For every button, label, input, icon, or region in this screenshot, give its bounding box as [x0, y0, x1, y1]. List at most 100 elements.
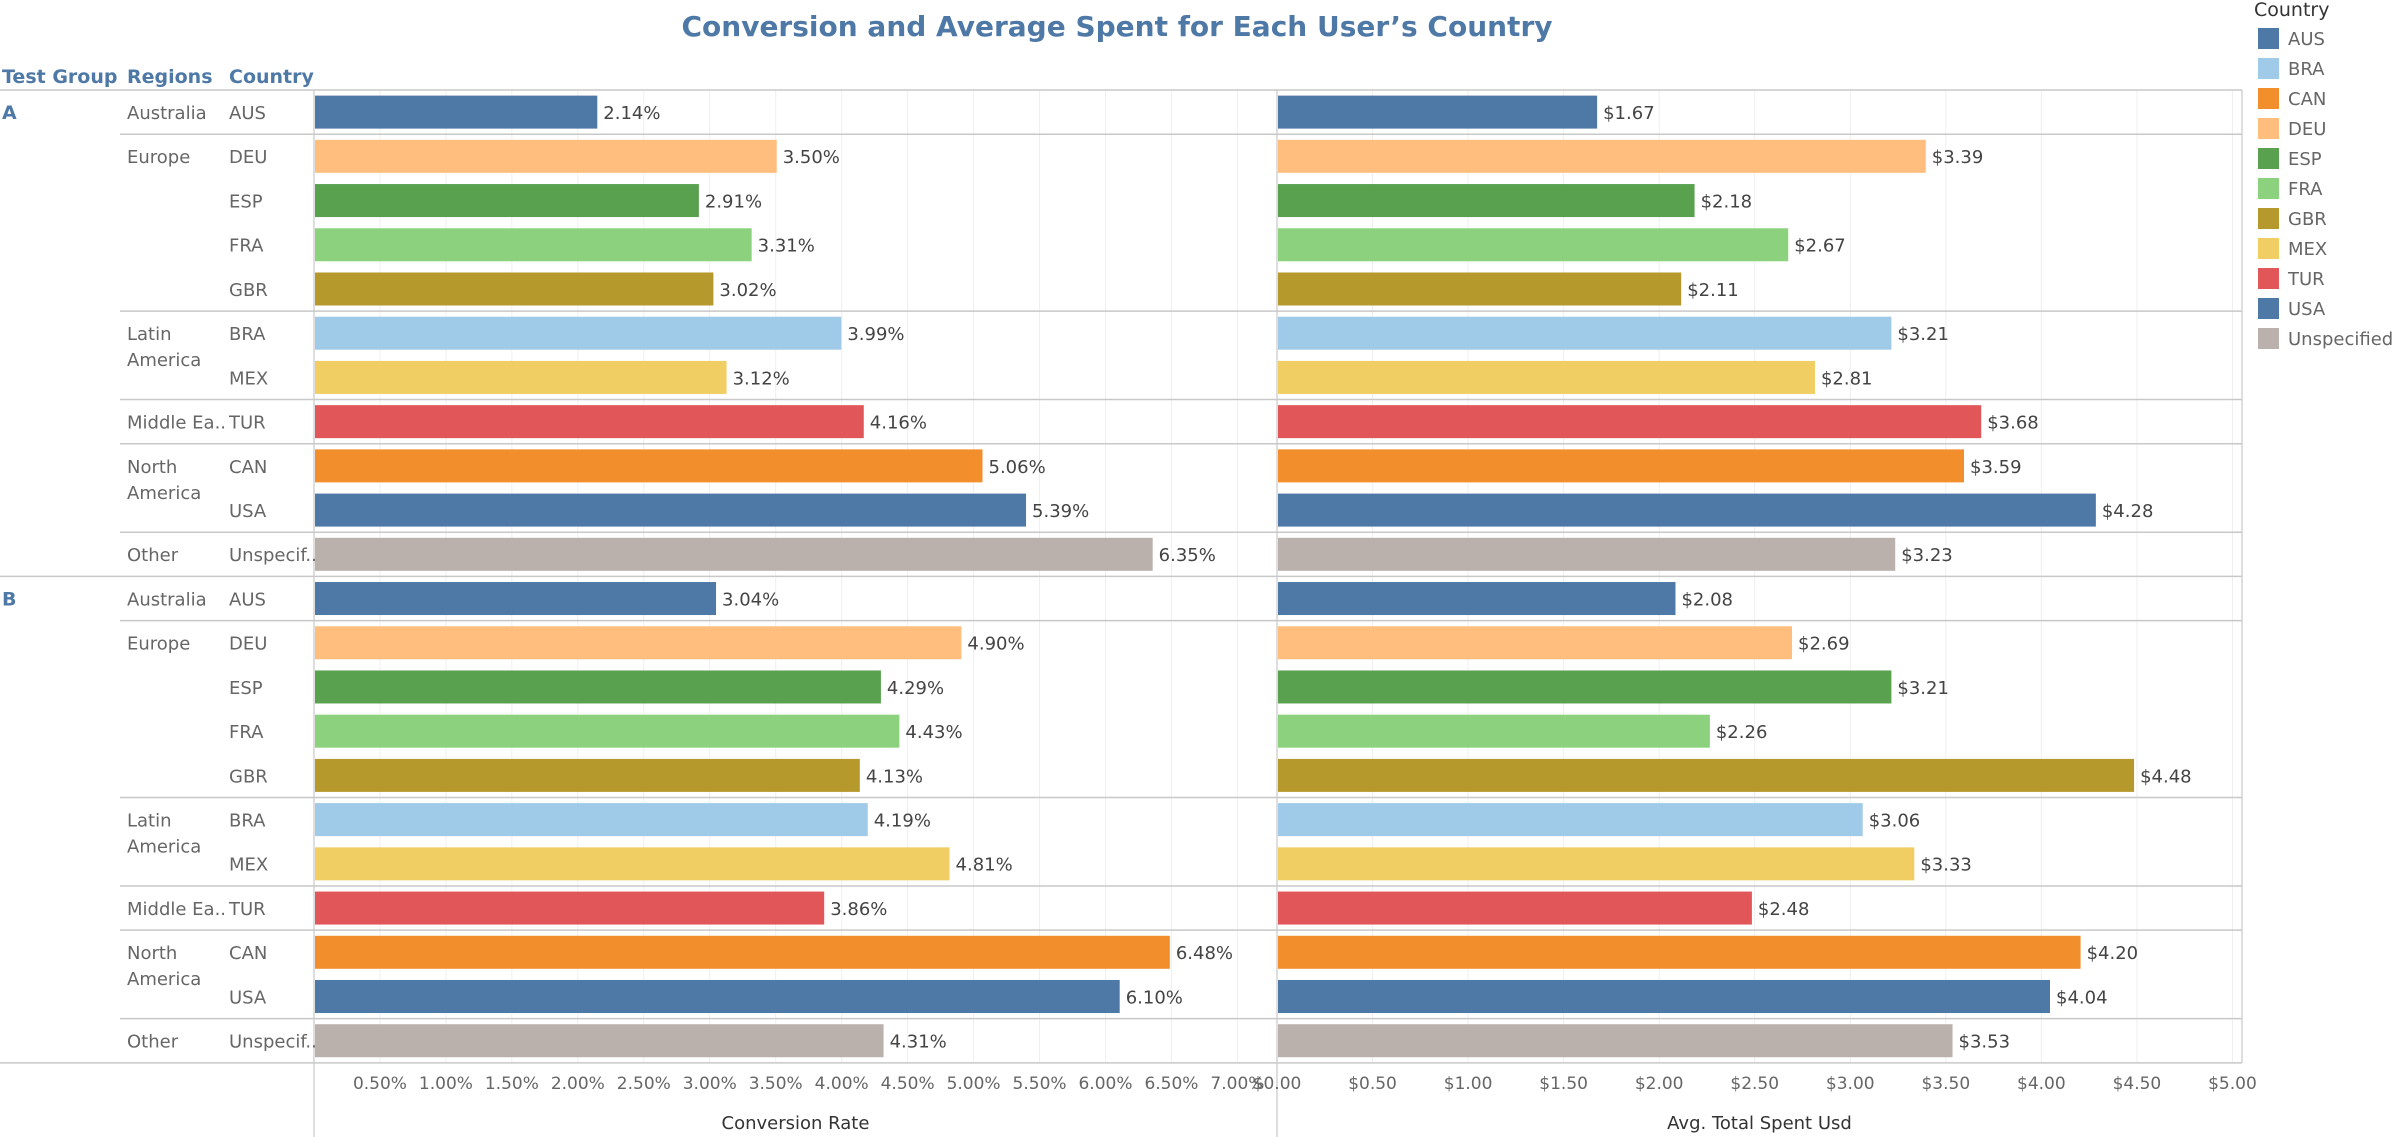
x-tick-label: $3.50 [1921, 1074, 1970, 1094]
conversion-data-label: 3.86% [830, 899, 887, 920]
spent-bar [1278, 714, 1710, 748]
legend-item-label: BRA [2288, 59, 2325, 80]
conversion-bar [315, 449, 983, 483]
country-label: FRA [229, 236, 264, 257]
spent-bar [1278, 1024, 1953, 1058]
legend-title: Country [2254, 0, 2329, 21]
spent-bar [1278, 405, 1982, 439]
conversion-bar [315, 847, 950, 881]
region-label-line: Latin [127, 811, 172, 832]
spent-data-label: $3.33 [1920, 855, 1972, 876]
conversion-data-label: 4.81% [956, 855, 1013, 876]
country-label: TUR [228, 413, 266, 434]
conversion-data-label: 4.13% [866, 766, 923, 787]
legend-item-label: TUR [2287, 269, 2325, 290]
region-label-line: America [127, 837, 201, 858]
region-label: North America [127, 457, 201, 504]
conversion-bar [315, 758, 860, 792]
bars: 2.14% $1.67 3.50% $3.39 2.91% $2.18 3.31% $2.67… [315, 95, 2192, 1058]
conversion-data-label: 3.31% [758, 236, 815, 257]
country-label: DEU [229, 147, 267, 168]
region-label-line: America [127, 350, 201, 371]
x-tick-label: 5.00% [947, 1074, 1001, 1094]
conversion-bar [315, 228, 752, 262]
spent-bar [1278, 449, 1965, 483]
x-tick-label: $3.00 [1826, 1074, 1875, 1094]
conversion-bar [315, 360, 727, 394]
conversion-bar [315, 1024, 884, 1058]
conversion-data-label: 5.39% [1032, 501, 1089, 522]
conversion-data-label: 4.31% [890, 1032, 947, 1053]
x-tick-label: 2.50% [617, 1074, 671, 1094]
legend-swatch [2258, 148, 2279, 169]
x-axis-title: Avg. Total Spent Usd [1667, 1113, 1852, 1134]
conversion-bar [315, 582, 717, 616]
region-label: Australia [127, 589, 207, 610]
spent-bar [1278, 228, 1789, 262]
conversion-data-label: 6.10% [1126, 987, 1183, 1008]
country-label: CAN [229, 457, 267, 478]
country-label: FRA [229, 722, 264, 743]
spent-bar [1278, 670, 1892, 704]
region-label: Latin America [127, 811, 201, 858]
x-tick-label: 3.00% [683, 1074, 737, 1094]
x-tick-label: $2.50 [1730, 1074, 1779, 1094]
x-tick-label: 4.50% [881, 1074, 935, 1094]
spent-data-label: $1.67 [1603, 103, 1655, 124]
region-label: Australia [127, 103, 207, 124]
country-label: BRA [229, 811, 266, 832]
spent-data-label: $3.06 [1869, 811, 1921, 832]
x-tick-label: 5.50% [1013, 1074, 1067, 1094]
region-label-line: North [127, 457, 177, 478]
spent-bar [1278, 980, 2050, 1014]
region-label: Middle Ea.. [127, 413, 226, 434]
spent-data-label: $3.21 [1897, 678, 1949, 699]
legend-item-label: Unspecified [2288, 329, 2393, 350]
country-label: GBR [229, 280, 268, 301]
region-label-line: America [127, 483, 201, 504]
conversion-data-label: 4.90% [967, 634, 1024, 655]
x-tick-label: 4.00% [815, 1074, 869, 1094]
conversion-bar [315, 316, 842, 350]
spent-data-label: $2.18 [1701, 191, 1753, 212]
legend-swatch [2258, 328, 2279, 349]
x-tick-label: 6.00% [1078, 1074, 1132, 1094]
conversion-data-label: 3.99% [847, 324, 904, 345]
conversion-data-label: 3.04% [722, 589, 779, 610]
region-label: Latin America [127, 324, 201, 371]
legend-item-label: ESP [2288, 149, 2322, 170]
region-label: Europe [127, 147, 190, 168]
conversion-data-label: 2.14% [603, 103, 660, 124]
spent-bar [1278, 582, 1676, 616]
country-label: AUS [229, 103, 266, 124]
legend-swatch [2258, 178, 2279, 199]
spent-data-label: $2.67 [1794, 236, 1846, 257]
spent-data-label: $3.21 [1897, 324, 1949, 345]
header-regions: Regions [127, 66, 213, 88]
conversion-bar [315, 980, 1120, 1014]
legend-swatch [2258, 208, 2279, 229]
axes: 0.50% 1.00% 1.50% 2.00% 2.50% 3.00% 3.50% 4.00%… [353, 1074, 2257, 1134]
spent-data-label: $3.23 [1901, 545, 1953, 566]
x-tick-label: 7.00% [1210, 1074, 1264, 1094]
country-label: GBR [229, 766, 268, 787]
conversion-data-label: 3.02% [719, 280, 776, 301]
legend-swatch [2258, 58, 2279, 79]
conversion-data-label: 4.29% [887, 678, 944, 699]
conversion-bar [315, 272, 714, 306]
legend-item-label: FRA [2288, 179, 2323, 200]
x-tick-label: 3.50% [749, 1074, 803, 1094]
country-label: BRA [229, 324, 266, 345]
x-tick-label: 1.50% [485, 1074, 539, 1094]
row-labels: A B Australia Europe Latin America Middle Ea..… [2, 102, 317, 1053]
spent-bar [1278, 758, 2135, 792]
spent-data-label: $2.81 [1821, 368, 1873, 389]
x-tick-label: $1.50 [1539, 1074, 1588, 1094]
spent-bar [1278, 316, 1892, 350]
region-label: Europe [127, 634, 190, 655]
spent-bar [1278, 626, 1793, 660]
country-label: ESP [229, 678, 263, 699]
conversion-bar [315, 405, 864, 439]
country-label: AUS [229, 589, 266, 610]
country-label: USA [229, 501, 267, 522]
